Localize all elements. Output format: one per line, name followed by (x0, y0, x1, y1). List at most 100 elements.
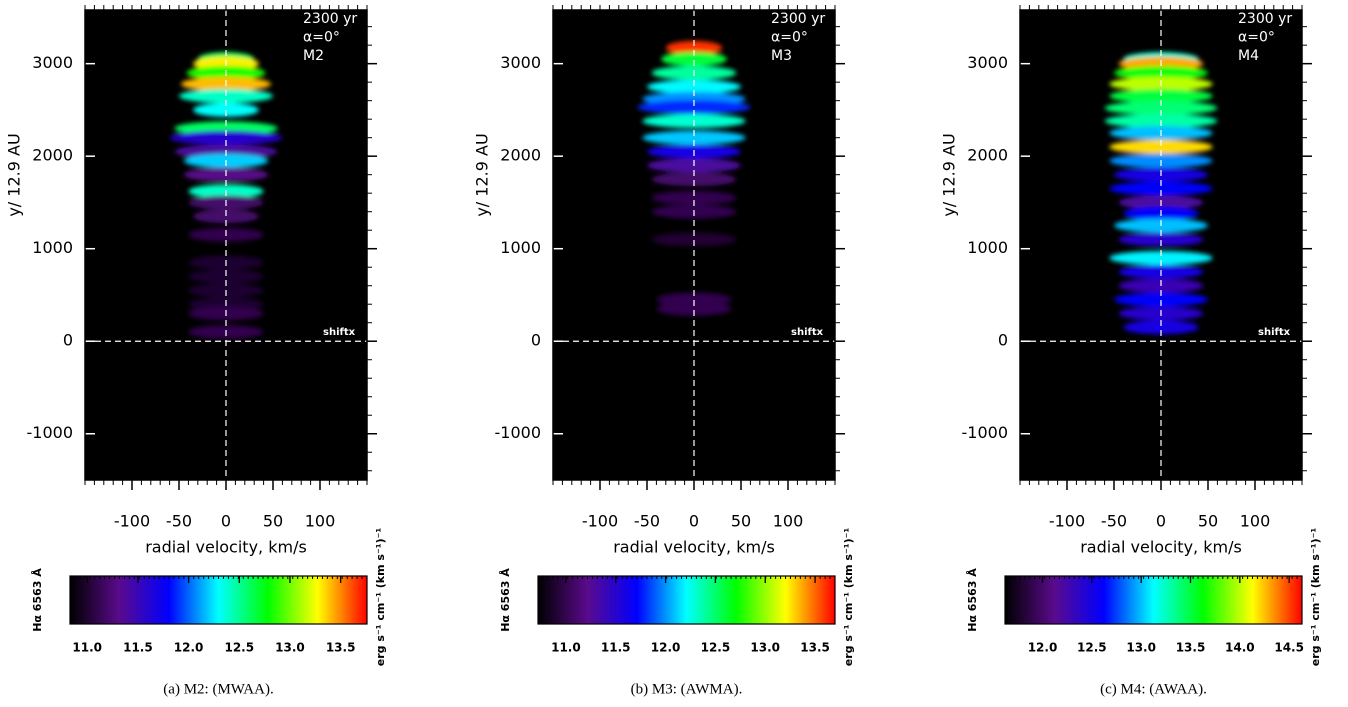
annotation: 2300 yr (1238, 11, 1292, 27)
emission-row (193, 209, 259, 224)
emission-row (637, 100, 751, 115)
colorbar-units: erg s⁻¹ cm⁻¹ (km s⁻¹)⁻¹ (1309, 528, 1322, 667)
colorbar (537, 575, 836, 625)
annotation: 2300 yr (303, 11, 357, 27)
y-axis-label: y/ 12.9 AU (940, 133, 959, 216)
emission-row (642, 130, 746, 145)
x-tick-label: 50 (263, 512, 283, 531)
emission-row (661, 52, 727, 67)
colorbar-tick-label: 12.5 (1077, 641, 1107, 655)
y-axis-label: y/ 12.9 AU (5, 133, 24, 216)
y-tick-label: 1000 (967, 238, 1008, 257)
emission-row (1109, 89, 1213, 104)
x-tick-label: 100 (305, 512, 336, 531)
annotation: α=0° (771, 30, 808, 46)
y-tick-label: -1000 (962, 423, 1009, 442)
colorbar-tick-label: 11.5 (123, 641, 153, 655)
colorbar-tick-label: 12.5 (224, 641, 254, 655)
emission-row (651, 172, 737, 187)
x-tick-label: -50 (166, 512, 192, 531)
colorbar-tick-label: 12.0 (1028, 641, 1058, 655)
colorbar (69, 575, 368, 625)
emission-row (1109, 250, 1213, 265)
annotation: α=0° (1238, 30, 1275, 46)
emission-row (1118, 232, 1204, 247)
colorbar-tick-label: 11.5 (601, 641, 631, 655)
y-tick-label: -1000 (495, 423, 542, 442)
emission-row (169, 130, 283, 145)
emission-row (1104, 101, 1218, 116)
colorbar-tick-label: 13.0 (275, 641, 305, 655)
emission-row (651, 190, 737, 205)
x-tick-label: -100 (582, 512, 618, 531)
emission-row (665, 40, 723, 55)
colorbar-tick-label: 14.0 (1225, 641, 1255, 655)
x-tick-label: -100 (1049, 512, 1085, 531)
y-tick-label: 2000 (967, 146, 1008, 165)
x-tick-label: -100 (114, 512, 150, 531)
y-tick-label: 0 (998, 331, 1008, 350)
annotation: 2300 yr (771, 11, 825, 27)
y-tick-label: 1000 (500, 238, 541, 257)
colorbar-tick-label: 13.5 (326, 641, 356, 655)
shift-label: shiftx (791, 327, 824, 338)
colorbar-tick-label: 13.5 (1176, 641, 1206, 655)
annotation: M3 (771, 48, 792, 64)
colorbar-label: Hα 6563 Å (499, 568, 512, 632)
colorbar-label: Hα 6563 Å (966, 568, 979, 632)
emission-row (1109, 139, 1213, 154)
annotation: M2 (303, 48, 324, 64)
y-tick-label: -1000 (27, 423, 74, 442)
x-tick-label: 100 (773, 512, 804, 531)
y-tick-label: 2000 (500, 146, 541, 165)
x-tick-label: 100 (1240, 512, 1271, 531)
y-tick-label: 2000 (32, 146, 73, 165)
x-axis-label: radial velocity, km/s (613, 538, 775, 557)
shift-label: shiftx (1258, 327, 1291, 338)
emission-row (1109, 181, 1213, 196)
colorbar-label: Hα 6563 Å (31, 568, 44, 632)
x-tick-label: 50 (731, 512, 751, 531)
emission-row (188, 269, 264, 284)
x-tick-label: 0 (1156, 512, 1166, 531)
emission-row (656, 301, 732, 316)
caption: (c) M4: (AWAA). (1100, 681, 1207, 697)
caption: (a) M2: (MWAA). (163, 681, 273, 697)
emission-blur (637, 40, 751, 316)
emission-row (179, 89, 273, 104)
colorbar-tick-label: 11.0 (551, 641, 581, 655)
plot-frame (552, 9, 836, 481)
emission (169, 52, 283, 339)
y-tick-label: 3000 (32, 53, 73, 72)
y-tick-label: 3000 (500, 53, 541, 72)
plot-frame (1019, 9, 1303, 481)
emission-row (1114, 292, 1208, 307)
x-tick-label: 0 (221, 512, 231, 531)
y-tick-label: 1000 (32, 238, 73, 257)
colorbar-tick-label: 11.0 (72, 641, 102, 655)
y-tick-label: 3000 (967, 53, 1008, 72)
annotation: α=0° (303, 30, 340, 46)
colorbar-tick-label: 13.0 (1126, 641, 1156, 655)
x-axis-label: radial velocity, km/s (145, 538, 307, 557)
x-tick-label: 0 (689, 512, 699, 531)
emission-blur (169, 52, 283, 339)
caption: (b) M3: (AWMA). (631, 681, 743, 697)
emission (637, 40, 751, 316)
x-tick-label: -50 (1101, 512, 1127, 531)
colorbar-tick-label: 12.0 (651, 641, 681, 655)
x-tick-label: 50 (1198, 512, 1218, 531)
colorbar-tick-label: 14.5 (1274, 641, 1304, 655)
colorbar-units: erg s⁻¹ cm⁻¹ (km s⁻¹)⁻¹ (842, 528, 855, 667)
colorbar-tick-label: 13.0 (750, 641, 780, 655)
emission-row (193, 102, 259, 117)
emission-row (1123, 320, 1199, 335)
colorbar-tick-label: 12.0 (174, 641, 204, 655)
x-axis-label: radial velocity, km/s (1080, 538, 1242, 557)
y-tick-label: 0 (531, 331, 541, 350)
emission-row (647, 79, 741, 94)
colorbar-tick-label: 12.5 (701, 641, 731, 655)
y-tick-label: 0 (63, 331, 73, 350)
